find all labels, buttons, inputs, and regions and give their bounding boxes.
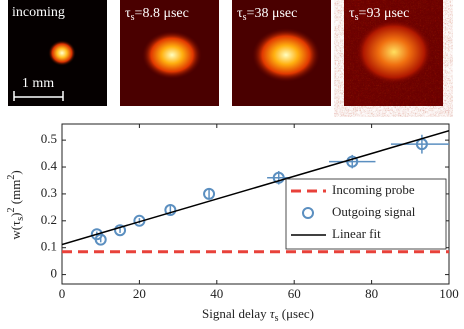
x-tick-label: 40 — [210, 286, 223, 301]
x-tick-label: 60 — [288, 286, 301, 301]
y-tick-label: 0.5 — [41, 131, 57, 146]
label-rest: =8.8 μsec — [135, 6, 189, 21]
symbol: τ — [125, 6, 131, 21]
panel-label: τs=38 μsec — [237, 6, 297, 23]
ylabel-part: w(τ — [8, 221, 23, 240]
beam-spot — [48, 40, 76, 66]
y-tick-label: 0.2 — [41, 212, 57, 227]
symbol: τ — [237, 6, 243, 21]
y-tick-label: 0.3 — [41, 185, 57, 200]
panel-label: τs=8.8 μsec — [125, 6, 189, 23]
data-point — [346, 155, 359, 168]
panel-label: incoming — [12, 5, 65, 20]
x-tick-label: 100 — [439, 286, 459, 301]
scale-bar-label: 1 mm — [22, 76, 54, 91]
ylabel-part: ) — [8, 212, 23, 216]
legend-label: Incoming probe — [332, 182, 415, 197]
beam-spot — [142, 31, 202, 79]
legend-marker — [302, 207, 314, 219]
y-axis-label: w(τs)2 (mm2) — [6, 170, 26, 239]
ylabel-part: (mm — [8, 180, 23, 208]
ylabel-sup: 2 — [6, 207, 17, 212]
panel-label: τs=93 μsec — [349, 6, 409, 23]
label-rest: =38 μsec — [247, 6, 298, 21]
beam-spot — [252, 28, 320, 82]
beam-spot — [356, 20, 432, 84]
x-tick-label: 0 — [59, 286, 66, 301]
x-tick-label: 20 — [133, 286, 146, 301]
data-point — [114, 224, 127, 237]
xlabel-part: (μsec) — [278, 306, 313, 321]
symbol: τ — [349, 6, 355, 21]
data-point — [94, 233, 107, 246]
x-tick-label: 80 — [365, 286, 378, 301]
label-rest: =93 μsec — [359, 6, 410, 21]
xlabel-part: Signal delay — [202, 306, 270, 321]
line-series — [62, 130, 449, 246]
ylabel-sub: s — [15, 217, 26, 221]
ylabel-sup: 2 — [6, 175, 17, 180]
y-tick-label: 0.1 — [41, 239, 57, 254]
data-point — [272, 171, 285, 184]
subscript: s — [355, 12, 359, 23]
subscript: s — [131, 12, 135, 23]
ylabel-part: ) — [8, 170, 23, 174]
y-tick-label: 0 — [51, 266, 58, 281]
xlabel-sub: s — [275, 313, 279, 324]
data-point — [164, 204, 177, 217]
legend-label: Outgoing signal — [332, 204, 416, 219]
x-axis-label: Signal delay τs (μsec) — [202, 306, 314, 324]
xlabel-symbol: τ — [270, 306, 276, 321]
data-point — [203, 187, 216, 200]
y-tick-label: 0.4 — [41, 158, 58, 173]
legend-label: Linear fit — [332, 226, 381, 241]
panel-images — [8, 0, 443, 106]
subscript: s — [243, 12, 247, 23]
